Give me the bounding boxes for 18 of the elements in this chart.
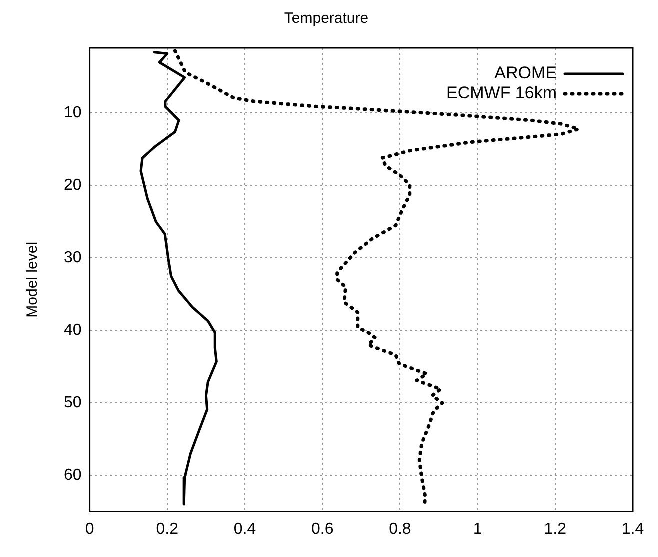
- x-tick-label: 1: [473, 520, 482, 538]
- legend-label: ECMWF 16km: [446, 84, 557, 103]
- x-tick-label: 1.2: [544, 520, 567, 538]
- y-tick-label: 50: [64, 394, 82, 412]
- chart-title: Temperature: [284, 10, 369, 28]
- y-tick-label: 20: [64, 177, 82, 194]
- y-tick-label: 60: [64, 466, 82, 484]
- x-tick-label: 0.6: [311, 520, 334, 538]
- legend-label: AROME: [494, 64, 557, 83]
- y-tick-label: 10: [64, 104, 82, 122]
- y-axis-title: Model level: [24, 242, 42, 318]
- x-tick-label: 1.4: [622, 520, 644, 538]
- x-tick-label: 0: [85, 520, 94, 538]
- x-tick-label: 0.2: [156, 520, 179, 538]
- y-tick-label: 40: [64, 322, 82, 340]
- y-tick-label: 30: [64, 250, 82, 267]
- x-tick-label: 0.4: [234, 520, 256, 538]
- x-tick-label: 0.8: [389, 520, 412, 538]
